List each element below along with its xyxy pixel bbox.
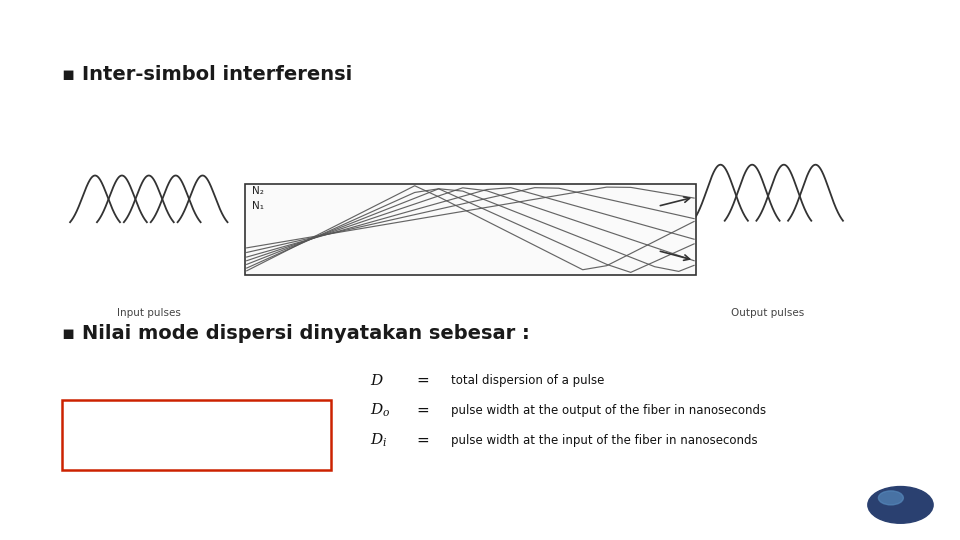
- Text: N₂: N₂: [252, 186, 264, 197]
- Text: N₁: N₁: [252, 201, 265, 211]
- Bar: [245, 184, 696, 275]
- Text: total dispersion of a pulse: total dispersion of a pulse: [451, 374, 605, 387]
- Text: Output pulses: Output pulses: [732, 308, 804, 318]
- Text: =: =: [416, 403, 429, 418]
- Text: pulse width at the input of the fiber in nanoseconds: pulse width at the input of the fiber in…: [451, 434, 757, 447]
- Text: $D$: $D$: [370, 373, 384, 388]
- Text: ▪ Inter-simbol interferensi: ▪ Inter-simbol interferensi: [62, 65, 352, 84]
- Text: $D_i$: $D_i$: [370, 431, 387, 449]
- Bar: [62, 400, 331, 470]
- Text: $D\quad =\quad \sqrt{D_0^{\,2} - D_i^{\,2}}$: $D\quad =\quad \sqrt{D_0^{\,2} - D_i^{\,…: [107, 417, 287, 452]
- Text: ▪ Nilai mode dispersi dinyatakan sebesar :: ▪ Nilai mode dispersi dinyatakan sebesar…: [62, 324, 530, 343]
- Circle shape: [868, 487, 933, 523]
- Text: =: =: [416, 373, 429, 388]
- Circle shape: [878, 491, 903, 505]
- Text: =: =: [416, 433, 429, 448]
- Text: pulse width at the output of the fiber in nanoseconds: pulse width at the output of the fiber i…: [451, 404, 766, 417]
- Text: $D_o$: $D_o$: [370, 402, 390, 419]
- Text: Input pulses: Input pulses: [117, 308, 180, 318]
